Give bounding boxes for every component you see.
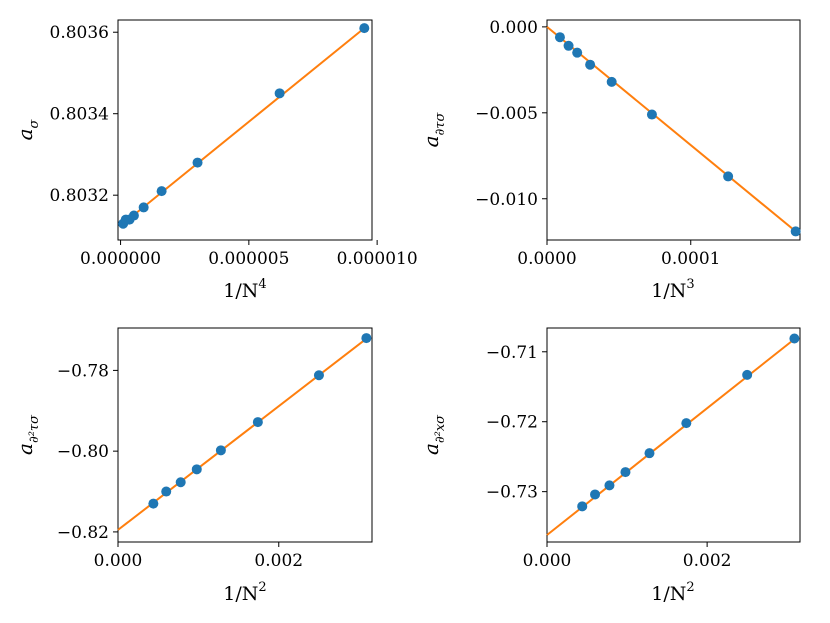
data-point [590, 489, 601, 500]
panel-a-dtau-sigma: 0.0000 0.0001 0.000 −0.005 −0.010 1/N3 a∂τσ [419, 18, 801, 302]
y-tick-label: −0.73 [486, 483, 538, 503]
data-point [274, 88, 285, 99]
data-point [606, 76, 617, 87]
data-point [742, 369, 753, 380]
y-axis-label-subscript: ∂²τσ [27, 414, 42, 443]
x-axis-label-exponent: 3 [686, 277, 694, 292]
data-point [604, 480, 615, 491]
data-point [644, 448, 655, 459]
data-point [148, 498, 159, 509]
y-tick-label: 0.8036 [50, 23, 109, 43]
data-point [554, 32, 565, 43]
y-tick-label: −0.78 [57, 361, 109, 381]
x-tick-label: 0.000 [94, 551, 143, 571]
data-point [252, 417, 263, 428]
y-axis-label-base: a [13, 128, 37, 140]
data-point [156, 186, 167, 197]
x-axis-label: 1/N2 [651, 580, 694, 605]
data-point [790, 226, 801, 237]
y-axis-label-base: a [419, 443, 443, 455]
y-tick-label: −0.005 [475, 104, 538, 124]
data-point [620, 467, 631, 478]
y-axis-label-subscript: ∂²xσ [433, 414, 448, 443]
data-point [138, 202, 149, 213]
x-axis-label: 1/N3 [651, 277, 694, 302]
y-tick-label: −0.71 [486, 343, 538, 363]
y-tick-label: −0.010 [475, 190, 538, 210]
y-axis-label-base: a [419, 135, 443, 147]
y-axis-label: a∂²xσ [419, 414, 448, 455]
x-tick-label: 0.000005 [208, 249, 289, 269]
y-axis-label: a∂²τσ [13, 414, 42, 455]
axes-frame [546, 327, 801, 543]
x-tick-label: 0.000 [523, 551, 572, 571]
data-point [361, 333, 372, 344]
data-point [681, 418, 692, 429]
x-tick-label: 0.0000 [517, 249, 576, 269]
data-point [313, 370, 324, 381]
panel-a-dx2-sigma: 0.000 0.002 −0.71 −0.72 −0.73 1/N2 a∂²xσ [419, 327, 801, 605]
data-point [175, 477, 186, 488]
x-axis-label-base: 1/N [651, 583, 686, 605]
x-tick-label: 0.000000 [80, 249, 161, 269]
y-tick-label: 0.000 [489, 18, 538, 38]
data-point [572, 47, 583, 58]
x-axis-label: 1/N4 [223, 277, 266, 302]
fit-line [546, 26, 797, 233]
x-axis-label-base: 1/N [651, 280, 686, 302]
x-tick-label: 0.002 [683, 551, 732, 571]
axes-frame [117, 327, 373, 543]
data-point [585, 59, 596, 70]
y-axis-label-base: a [13, 443, 37, 455]
y-tick-label: 0.8032 [50, 186, 109, 206]
y-axis-label-subscript: ∂τσ [433, 112, 448, 136]
x-axis-label-exponent: 2 [258, 580, 266, 595]
data-point [161, 486, 172, 497]
fit-line [119, 27, 365, 227]
y-tick-label: −0.72 [486, 413, 538, 433]
y-axis-label-subscript: σ [27, 118, 42, 128]
x-tick-label: 0.0001 [661, 249, 720, 269]
fit-line [546, 337, 796, 536]
x-tick-label: 0.000010 [337, 249, 418, 269]
y-tick-label: 0.8034 [50, 105, 109, 125]
y-tick-label: −0.80 [57, 442, 109, 462]
data-point [192, 157, 203, 168]
data-point [723, 171, 734, 182]
x-axis-label-exponent: 4 [258, 277, 266, 292]
panel-a-sigma: 0.000000 0.000005 0.000010 0.8032 0.8034 0.80… [13, 19, 418, 302]
data-point [563, 40, 574, 51]
data-point [128, 210, 139, 221]
data-point [215, 445, 226, 456]
x-axis-label-base: 1/N [223, 583, 258, 605]
axes-frame [546, 19, 801, 241]
fit-line [117, 337, 368, 531]
panel-a-dtau2-sigma: 0.000 0.002 −0.78 −0.80 −0.82 1/N2 a∂²τσ [13, 327, 373, 605]
y-axis-label: aσ [13, 118, 42, 140]
x-axis-label-base: 1/N [223, 280, 258, 302]
x-axis-label: 1/N2 [223, 580, 266, 605]
data-point [646, 109, 657, 120]
y-tick-label: −0.82 [57, 523, 109, 543]
data-point [191, 464, 202, 475]
data-point [577, 501, 588, 512]
data-point [359, 23, 370, 34]
axes-frame [117, 19, 373, 241]
y-axis-label: a∂τσ [419, 112, 448, 148]
x-axis-label-exponent: 2 [686, 580, 694, 595]
data-point [789, 333, 800, 344]
x-tick-label: 0.002 [254, 551, 303, 571]
